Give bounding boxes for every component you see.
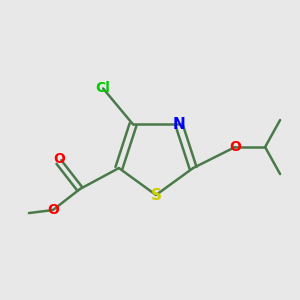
Text: N: N (172, 117, 185, 132)
Text: S: S (151, 188, 161, 202)
Text: Cl: Cl (96, 81, 110, 95)
Text: O: O (230, 140, 241, 154)
Text: O: O (53, 152, 65, 166)
Text: O: O (47, 203, 59, 217)
